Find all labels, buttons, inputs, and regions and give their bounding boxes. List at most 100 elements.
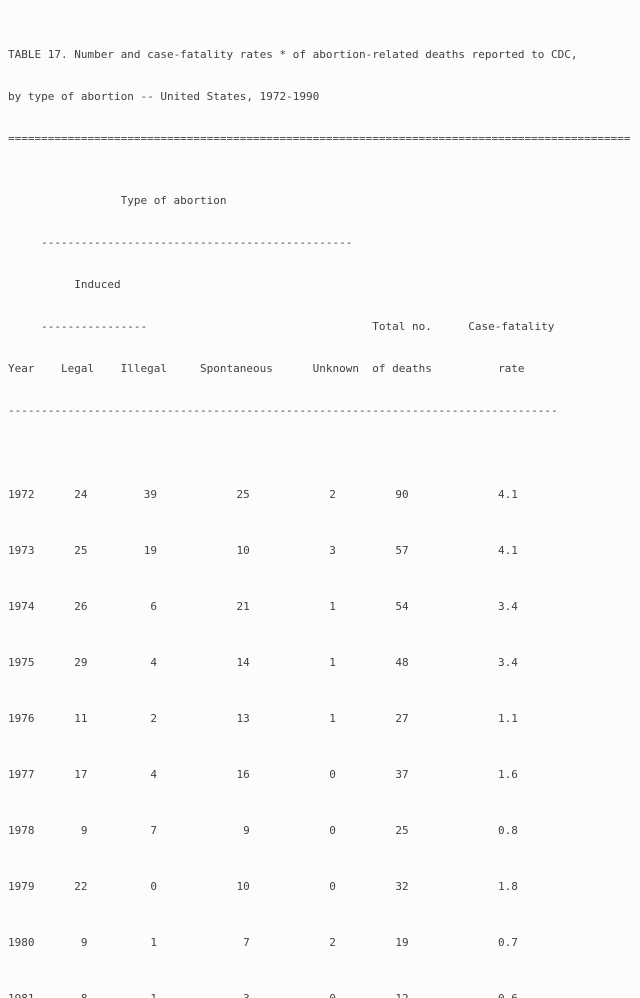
table-row: 1977 17 4 16 0 37 1.6 [8,768,631,782]
table-row: 1973 25 19 10 3 57 4.1 [8,544,631,558]
dashed-rule-induced: ---------------- [41,320,148,333]
case-fatality-rate-cell: 3.4 [498,600,518,613]
year-cell: 1973 [8,544,35,557]
case-fatality-rate-cell: 1.6 [498,768,518,781]
group-header-type-of-abortion: Type of abortion [120,194,227,207]
column-header-legal: Legal [60,362,95,375]
spontaneous-cell: 3 [167,992,250,998]
spontaneous-cell: 13 [236,712,250,725]
total-deaths-cell: 32 [395,880,409,893]
table-row: 1972 24 39 25 2 90 4.1 [8,488,631,502]
subgroup-header-induced: Induced [74,278,121,291]
legal-induced-cell: 22 [74,880,88,893]
total-deaths-cell: 54 [395,600,409,613]
case-fatality-rate-cell: 0.6 [419,992,518,998]
legal-induced-cell: 17 [74,768,88,781]
year-cell: 1976 [8,712,35,725]
table-row: 1978 9 7 9 0 25 0.8 [8,824,631,838]
year-cell: 1974 [8,600,35,613]
illegal-induced-cell: 7 [150,824,157,837]
unknown-cell: 2 [329,488,336,501]
total-deaths-cell: 27 [395,712,409,725]
spontaneous-cell: 7 [243,936,250,949]
table-title-line-1: TABLE 17. Number and case-fatality rates… [8,48,578,61]
group-header-line: Type of abortion [8,194,631,208]
year-cell: 1975 [8,656,35,669]
legal-induced-cell: 24 [74,488,88,501]
column-header-rate-line2: rate [498,362,525,375]
double-rule-top: ========================================… [8,132,631,145]
unknown-cell: 0 [329,824,336,837]
case-fatality-rate-cell: 4.1 [498,544,518,557]
total-deaths-cell: 19 [395,936,409,949]
unknown-cell: 2 [329,936,336,949]
legal-induced-cell: 8 [34,992,88,998]
unknown-cell: 0 [260,992,336,998]
illegal-induced-cell: 4 [150,768,157,781]
case-fatality-rate-cell: 0.8 [498,824,518,837]
spontaneous-cell: 9 [243,824,250,837]
column-header-total-line2: of deaths [372,362,432,375]
case-fatality-rate-cell: 1.8 [498,880,518,893]
case-fatality-rate-cell: 4.1 [498,488,518,501]
year-cell: 1980 [8,936,35,949]
spontaneous-cell: 10 [236,880,250,893]
unknown-cell: 1 [329,712,336,725]
column-header-total-line1: Total no. [372,320,432,333]
spontaneous-cell: 21 [236,600,250,613]
unknown-cell: 3 [329,544,336,557]
year-cell: 1981 [8,992,35,998]
unknown-cell: 0 [329,880,336,893]
table-row: 1974 26 6 21 1 54 3.4 [8,600,631,614]
illegal-induced-cell: 0 [150,880,157,893]
illegal-induced-cell: 1 [150,936,157,949]
legal-induced-cell: 26 [74,600,88,613]
induced-underline-line: ---------------- Total no. Case-fatality [8,320,631,334]
total-deaths-cell: 37 [395,768,409,781]
group-header-underline: ----------------------------------------… [8,236,631,250]
case-fatality-rate-cell: 1.1 [498,712,518,725]
illegal-induced-cell: 4 [150,656,157,669]
illegal-induced-cell: 19 [143,544,157,557]
year-cell: 1979 [8,880,35,893]
column-header-year: Year [8,362,35,375]
legal-induced-cell: 29 [74,656,88,669]
total-deaths-cell: 25 [395,824,409,837]
illegal-induced-cell: 6 [150,600,157,613]
year-cell: 1972 [8,488,35,501]
total-deaths-cell: 12 [346,992,408,998]
column-header-unknown: Unknown [312,362,359,375]
unknown-cell: 1 [329,600,336,613]
illegal-induced-cell: 1 [94,992,157,998]
dashed-rule-header-bottom: ----------------------------------------… [8,404,558,417]
legal-induced-cell: 25 [74,544,88,557]
spontaneous-cell: 25 [236,488,250,501]
table-title-line-2: by type of abortion -- United States, 19… [8,90,320,103]
document-page: { "doc": { "title_line1": "TABLE 17. Num… [8,48,631,998]
year-cell: 1978 [8,824,35,837]
table-row: 1980 9 1 7 2 19 0.7 [8,936,631,950]
legal-induced-cell: 9 [80,936,88,949]
table-17-document: TABLE 17. Number and case-fatality rates… [8,6,631,998]
year-cell: 1977 [8,768,35,781]
table-row: 1979 22 0 10 0 32 1.8 [8,880,631,894]
column-header-illegal: Illegal [120,362,167,375]
illegal-induced-cell: 39 [143,488,157,501]
spontaneous-cell: 16 [236,768,250,781]
total-deaths-cell: 57 [395,544,409,557]
legal-induced-cell: 11 [74,712,88,725]
table-row: 1981 8 1 3 0 12 0.6 [8,992,631,998]
dashed-rule-type-of-abortion: ----------------------------------------… [41,236,353,249]
case-fatality-rate-cell: 3.4 [498,656,518,669]
induced-header-line: Induced [8,278,631,292]
unknown-cell: 1 [329,656,336,669]
column-headers-line: Year Legal Illegal Spontaneous Unknown o… [8,362,631,376]
table-row: 1975 29 4 14 1 48 3.4 [8,656,631,670]
column-header-rate-line1: Case-fatality [468,320,555,333]
case-fatality-rate-cell: 0.7 [498,936,518,949]
column-header-spontaneous: Spontaneous [200,362,273,375]
total-deaths-cell: 90 [395,488,409,501]
illegal-induced-cell: 2 [150,712,157,725]
table-body: 1972 24 39 25 2 90 4.1 1973 25 19 10 3 5… [8,460,631,998]
spontaneous-cell: 10 [236,544,250,557]
